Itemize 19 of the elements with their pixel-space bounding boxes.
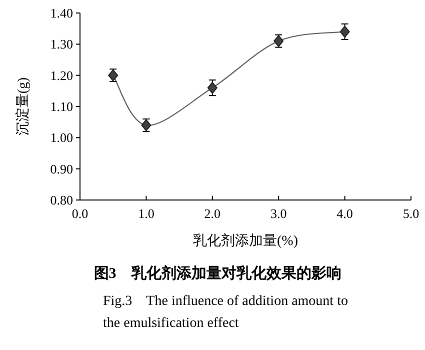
text: Fig.3 The influence of addition amount to the emulsification effect [103, 294, 348, 331]
y-tick-label: 1.30 [50, 36, 73, 52]
point [340, 26, 350, 38]
y-axis-title: 沉淀量(g) [15, 77, 31, 136]
y-tick-label: 0.80 [50, 192, 73, 208]
y-tick-label: 1.00 [50, 130, 73, 146]
x-tick-label: 4.0 [336, 206, 353, 221]
x-tick-label: 0.0 [72, 206, 88, 221]
y-tick-label: 1.20 [50, 68, 73, 83]
y-tick-label: 0.90 [50, 161, 73, 176]
y-tick-label: 1.40 [50, 6, 73, 20]
x-tick-label: 3.0 [270, 206, 287, 221]
x-tick-label: 2.0 [204, 206, 221, 221]
x-tick-label: 5.0 [402, 206, 420, 221]
x-tick-label: 1.0 [138, 206, 154, 221]
y-tick-label: 1.10 [50, 99, 73, 114]
x-axis-title: 乳化剂添加量(%) [193, 233, 298, 249]
point [207, 82, 218, 94]
text: 图3 乳化剂添加量对乳化效果的影响 [94, 264, 342, 282]
